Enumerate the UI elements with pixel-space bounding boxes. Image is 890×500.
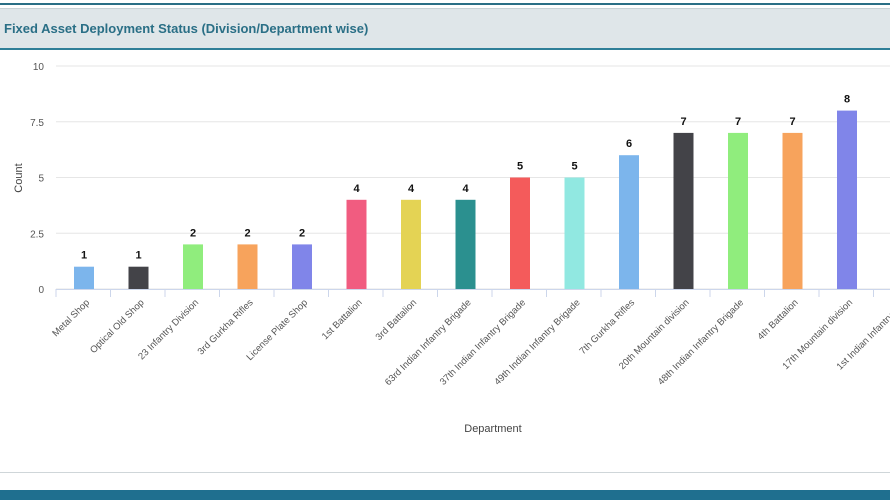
x-tick-label: Metal Shop <box>50 297 92 339</box>
bar <box>510 177 530 289</box>
x-tick-label: 4th Battalion <box>755 297 800 342</box>
x-tick-label: License Plate Shop <box>244 297 310 363</box>
panel-title: Fixed Asset Deployment Status (Division/… <box>4 21 369 36</box>
data-label: 7 <box>735 116 741 128</box>
data-label: 2 <box>299 227 305 239</box>
bar <box>128 266 149 289</box>
bar <box>292 244 312 289</box>
x-tick-label: 3rd Battalion <box>374 297 419 342</box>
x-axis-title: Department <box>464 423 521 435</box>
top-border <box>0 0 890 5</box>
bar-chart: 0 2.5 5 7.5 10 1 Metal Shop 1 Optical Old Shop 2 2… <box>13 62 890 435</box>
bar <box>455 199 476 289</box>
data-label: 1 <box>135 250 141 262</box>
data-label: 5 <box>571 161 577 173</box>
x-tick-label: 3rd Gurkha Rifles <box>196 297 256 357</box>
data-label: 2 <box>244 227 250 239</box>
x-tick-label: Optical Old Shop <box>88 297 147 356</box>
footer-divider <box>0 472 890 473</box>
x-tick-label: 1st Battalion <box>320 297 365 342</box>
data-label: 4 <box>408 183 415 195</box>
y-tick-label: 5 <box>38 174 44 185</box>
data-label: 7 <box>789 116 795 128</box>
data-label: 4 <box>462 183 469 195</box>
data-label: 6 <box>626 138 632 150</box>
data-label: 8 <box>844 94 850 106</box>
data-label: 7 <box>680 116 686 128</box>
y-tick-label: 0 <box>38 285 44 296</box>
bar <box>782 132 803 289</box>
y-axis-title: Count <box>13 163 25 192</box>
x-tick-label: 23 Infantry Division <box>136 297 201 362</box>
y-tick-label: 2.5 <box>30 229 44 240</box>
y-tick-label: 10 <box>33 62 45 73</box>
data-label: 2 <box>190 227 196 239</box>
bar <box>837 110 857 289</box>
data-label: 5 <box>517 161 523 173</box>
bar <box>673 132 694 289</box>
bar <box>728 132 748 289</box>
bar <box>237 244 258 289</box>
bar <box>401 199 421 289</box>
footer-bar <box>0 490 890 500</box>
data-label: 1 <box>81 250 87 262</box>
bar <box>183 244 203 289</box>
x-tick-label: 7th Gurkha Rifles <box>577 297 637 357</box>
panel-header: Fixed Asset Deployment Status (Division/… <box>0 8 890 50</box>
bar <box>74 266 94 289</box>
bar <box>346 199 367 289</box>
bar <box>619 155 639 289</box>
y-tick-label: 7.5 <box>30 118 44 129</box>
bar <box>564 177 585 289</box>
data-label: 4 <box>353 183 360 195</box>
